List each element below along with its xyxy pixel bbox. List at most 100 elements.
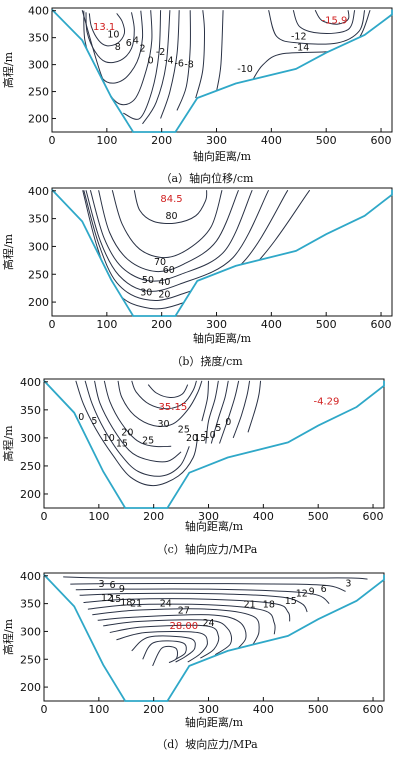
contour-line	[131, 380, 197, 410]
contour-label: 0	[225, 417, 231, 428]
y-tick-label: 350	[20, 404, 41, 417]
contour-label: 15	[194, 433, 206, 444]
contour-label: 15	[109, 594, 121, 605]
contour-label: 20	[158, 289, 170, 300]
contour-line	[142, 640, 187, 660]
contour-line	[92, 608, 260, 646]
contour-line	[94, 380, 182, 463]
contour-line	[247, 380, 262, 433]
contour-label: -6	[174, 59, 183, 70]
contour-label: 6	[110, 580, 116, 591]
chart-panel-4: 0 100 200 300 400 500 600 200 250 300 350 400 轴向距离/m…	[1, 570, 385, 751]
x-tick-label: 600	[371, 318, 392, 331]
contour-label: 25	[142, 436, 154, 447]
contour-line	[292, 10, 356, 34]
y-tick-label: 200	[20, 681, 41, 694]
contour-label: 20	[186, 433, 198, 444]
contour-label: 80	[166, 211, 178, 222]
x-tick-label: 500	[308, 510, 329, 523]
contour-label: 25	[178, 424, 190, 435]
contour-label: -8	[184, 60, 193, 71]
y-tick-label: 200	[28, 113, 49, 126]
y-tick-label: 300	[28, 59, 49, 72]
x-tick-label: 100	[88, 703, 109, 716]
contour-line	[314, 9, 350, 25]
plot-frame	[43, 378, 385, 509]
contour-label: 3	[99, 579, 105, 590]
x-tick-label: 600	[363, 703, 384, 716]
x-axis-label: 轴向距离/m	[185, 715, 244, 729]
contour-line	[201, 380, 209, 422]
x-tick-label: 500	[308, 703, 329, 716]
y-tick-label: 400	[28, 5, 49, 18]
contour-line	[83, 598, 291, 622]
contour-label: 10	[204, 430, 216, 441]
contour-label: 0	[78, 412, 84, 423]
contour-line	[210, 380, 229, 444]
contour-label: 2	[139, 43, 145, 54]
contour-label: 5	[215, 423, 221, 434]
contour-line	[219, 380, 240, 444]
contour-label: -14	[294, 42, 310, 53]
x-tick-label: 400	[253, 510, 274, 523]
contour-label: 0	[148, 55, 154, 66]
contour-group	[63, 576, 368, 667]
contour-line	[109, 624, 220, 659]
contour-label: 12	[296, 589, 308, 600]
contour-line	[84, 380, 190, 477]
contour-line	[251, 10, 371, 82]
contour-line	[97, 614, 247, 653]
x-tick-label: 300	[206, 318, 227, 331]
contour-line	[85, 12, 135, 64]
contour-line	[103, 619, 233, 656]
contour-line	[133, 190, 208, 225]
x-axis-label: 轴向距离/m	[193, 331, 252, 345]
peak-value-label: -4.29	[313, 396, 339, 407]
contour-label: 9	[309, 586, 315, 597]
x-tick-label: 0	[49, 318, 56, 331]
y-axis-label: 高程/m	[1, 425, 15, 462]
y-tick-label: 350	[20, 598, 41, 611]
contour-label: 5	[91, 416, 97, 427]
contour-label: 60	[163, 265, 175, 276]
x-tick-label: 600	[363, 510, 384, 523]
contour-line	[205, 380, 219, 444]
contour-line	[232, 380, 251, 439]
chart-panel-1: 0 100 200 300 400 500 600200250300350400轴向距离/m…	[1, 5, 393, 185]
y-axis-label: 高程/m	[1, 233, 15, 270]
contour-line	[111, 190, 223, 259]
contour-line	[70, 583, 346, 592]
x-tick-label: 300	[198, 703, 219, 716]
contour-line	[117, 380, 203, 427]
contour-label: 4	[133, 35, 139, 46]
contour-label: 12	[101, 593, 113, 604]
contour-line	[142, 10, 171, 125]
y-tick-label: 300	[20, 625, 41, 638]
panel-caption: （d）坡向应力/MPa	[156, 737, 258, 751]
contour-line	[268, 10, 366, 45]
contour-line	[83, 10, 144, 84]
valley-boundary	[51, 8, 393, 133]
y-axis-label: 高程/m	[1, 51, 15, 88]
x-tick-label: 200	[143, 703, 164, 716]
contour-label: -10	[237, 64, 253, 75]
contour-label: 6	[126, 38, 132, 49]
contour-line	[81, 10, 153, 106]
y-tick-label: 200	[28, 296, 49, 309]
y-tick-label: 250	[28, 86, 49, 99]
contour-group	[82, 189, 311, 310]
y-tick-label: 400	[28, 185, 49, 198]
x-tick-label: 100	[96, 318, 117, 331]
contour-label: 30	[140, 288, 152, 299]
contour-label: 24	[160, 599, 172, 610]
contour-label: 70	[154, 257, 166, 268]
contour-line	[75, 588, 330, 605]
contour-label: 15	[285, 596, 297, 607]
contour-line	[89, 189, 253, 282]
contour-line	[85, 189, 270, 292]
contour-line	[147, 384, 189, 399]
contour-label: 18	[120, 597, 132, 608]
y-tick-label: 350	[28, 213, 49, 226]
valley-boundary	[43, 574, 385, 702]
